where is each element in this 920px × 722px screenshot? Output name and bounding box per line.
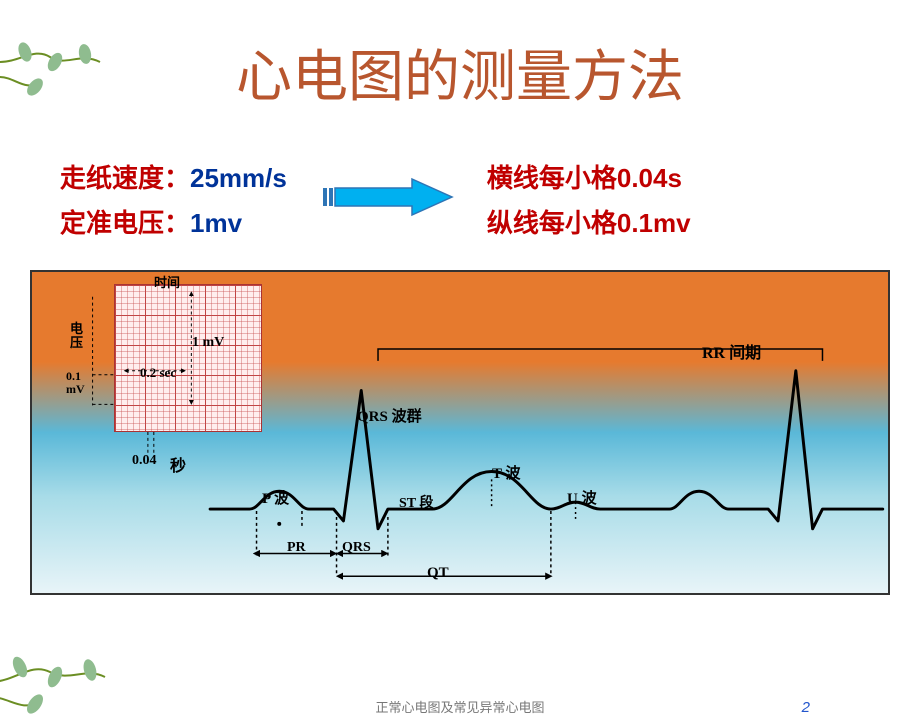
footer-text: 正常心电图及常见异常心电图 bbox=[0, 697, 920, 716]
horizontal-grid-info: 横线每小格0.04s bbox=[487, 158, 691, 195]
ecg-waveform-svg bbox=[32, 272, 888, 593]
paper-speed-label: 走纸速度： bbox=[60, 163, 190, 193]
calibration-voltage-value: 1mv bbox=[190, 208, 242, 238]
params-left: 走纸速度：25mm/s 定准电压：1mv bbox=[60, 158, 287, 240]
params-right: 横线每小格0.04s 纵线每小格0.1mv bbox=[487, 158, 691, 240]
page-title: 心电图的测量方法 bbox=[0, 32, 920, 113]
parameters-row: 走纸速度：25mm/s 定准电压：1mv 横线每小格0.04s 纵线每小格0.1… bbox=[60, 158, 860, 240]
page-number: 2 bbox=[802, 699, 810, 716]
ecg-diagram: 时间 电 压 0.1 mV 1 mV 0.2 sec 0.04 秒 RR 间期 … bbox=[30, 270, 890, 595]
paper-speed-value: 25mm/s bbox=[190, 163, 287, 193]
calibration-voltage-label: 定准电压： bbox=[60, 208, 190, 238]
vertical-grid-info: 纵线每小格0.1mv bbox=[487, 203, 691, 240]
arrow-icon bbox=[317, 172, 457, 227]
